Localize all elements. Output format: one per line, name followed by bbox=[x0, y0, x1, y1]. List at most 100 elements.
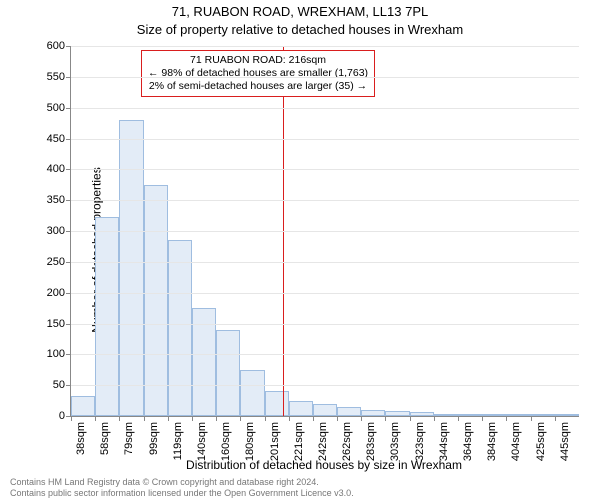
bar bbox=[240, 370, 264, 416]
x-tick bbox=[71, 416, 72, 421]
bar bbox=[313, 404, 337, 416]
x-tick-label: 303sqm bbox=[389, 422, 401, 461]
y-tick bbox=[66, 139, 71, 140]
grid-line bbox=[71, 262, 579, 263]
grid-line bbox=[71, 108, 579, 109]
x-tick-label: 364sqm bbox=[462, 422, 474, 461]
x-tick-label: 201sqm bbox=[269, 422, 281, 461]
x-tick bbox=[313, 416, 314, 421]
annotation-line: 71 RUABON ROAD: 216sqm bbox=[148, 54, 368, 67]
grid-line bbox=[71, 139, 579, 140]
y-tick bbox=[66, 231, 71, 232]
bar bbox=[119, 120, 143, 416]
x-tick bbox=[119, 416, 120, 421]
y-tick-label: 450 bbox=[47, 133, 65, 145]
annotation-box: 71 RUABON ROAD: 216sqm ← 98% of detached… bbox=[141, 50, 375, 97]
x-tick bbox=[216, 416, 217, 421]
y-tick-label: 300 bbox=[47, 225, 65, 237]
x-tick bbox=[506, 416, 507, 421]
bar bbox=[289, 401, 313, 416]
y-tick-label: 500 bbox=[47, 102, 65, 114]
y-tick-label: 0 bbox=[59, 410, 65, 422]
bar bbox=[482, 414, 506, 416]
grid-line bbox=[71, 324, 579, 325]
x-tick bbox=[192, 416, 193, 421]
x-tick-label: 404sqm bbox=[510, 422, 522, 461]
x-tick-label: 344sqm bbox=[438, 422, 450, 461]
y-tick bbox=[66, 169, 71, 170]
grid-line bbox=[71, 354, 579, 355]
x-tick bbox=[531, 416, 532, 421]
x-tick bbox=[361, 416, 362, 421]
y-tick bbox=[66, 46, 71, 47]
x-tick-label: 79sqm bbox=[123, 422, 135, 455]
x-tick bbox=[240, 416, 241, 421]
x-axis-label: Distribution of detached houses by size … bbox=[70, 458, 578, 472]
y-tick bbox=[66, 385, 71, 386]
y-tick-label: 350 bbox=[47, 194, 65, 206]
x-tick-label: 262sqm bbox=[341, 422, 353, 461]
y-tick-label: 400 bbox=[47, 163, 65, 175]
x-tick-label: 99sqm bbox=[148, 422, 160, 455]
y-tick bbox=[66, 354, 71, 355]
y-tick bbox=[66, 262, 71, 263]
x-tick-label: 140sqm bbox=[196, 422, 208, 461]
x-tick-label: 58sqm bbox=[99, 422, 111, 455]
x-tick bbox=[168, 416, 169, 421]
x-tick bbox=[265, 416, 266, 421]
x-tick bbox=[337, 416, 338, 421]
chart-root: 71, RUABON ROAD, WREXHAM, LL13 7PL Size … bbox=[0, 0, 600, 500]
grid-line bbox=[71, 385, 579, 386]
bar bbox=[555, 414, 579, 416]
bar bbox=[385, 411, 409, 416]
x-tick-label: 221sqm bbox=[293, 422, 305, 461]
x-tick bbox=[555, 416, 556, 421]
x-tick-label: 119sqm bbox=[172, 422, 184, 460]
x-tick bbox=[458, 416, 459, 421]
x-tick bbox=[95, 416, 96, 421]
annotation-line: ← 98% of detached houses are smaller (1,… bbox=[148, 67, 368, 80]
y-tick bbox=[66, 77, 71, 78]
bar bbox=[434, 414, 458, 416]
x-tick-label: 242sqm bbox=[317, 422, 329, 461]
y-tick bbox=[66, 108, 71, 109]
y-tick-label: 550 bbox=[47, 71, 65, 83]
bar bbox=[71, 396, 95, 416]
annotation-line: 2% of semi-detached houses are larger (3… bbox=[148, 80, 368, 93]
bar bbox=[265, 391, 289, 416]
x-tick-label: 160sqm bbox=[220, 422, 232, 461]
grid-line bbox=[71, 77, 579, 78]
bar bbox=[410, 412, 434, 416]
bar bbox=[168, 240, 192, 416]
x-tick bbox=[385, 416, 386, 421]
x-tick-label: 384sqm bbox=[486, 422, 498, 461]
x-tick bbox=[434, 416, 435, 421]
bar bbox=[458, 414, 482, 416]
bar bbox=[144, 185, 168, 416]
bar bbox=[361, 410, 385, 416]
bar bbox=[506, 414, 530, 416]
x-tick-label: 445sqm bbox=[559, 422, 571, 461]
grid-line bbox=[71, 46, 579, 47]
y-tick-label: 150 bbox=[47, 318, 65, 330]
x-tick-label: 323sqm bbox=[414, 422, 426, 461]
grid-line bbox=[71, 293, 579, 294]
grid-line bbox=[71, 169, 579, 170]
x-tick-label: 180sqm bbox=[244, 422, 256, 461]
y-tick-label: 600 bbox=[47, 40, 65, 52]
x-tick bbox=[289, 416, 290, 421]
footer-line: Contains public sector information licen… bbox=[10, 488, 354, 498]
bar bbox=[337, 407, 361, 416]
x-tick-label: 38sqm bbox=[75, 422, 87, 455]
x-tick-label: 425sqm bbox=[535, 422, 547, 461]
x-tick bbox=[410, 416, 411, 421]
y-tick bbox=[66, 324, 71, 325]
bar bbox=[95, 217, 119, 416]
footer-attribution: Contains HM Land Registry data © Crown c… bbox=[10, 477, 354, 498]
grid-line bbox=[71, 200, 579, 201]
y-tick bbox=[66, 200, 71, 201]
x-tick-label: 283sqm bbox=[365, 422, 377, 461]
y-tick bbox=[66, 293, 71, 294]
y-tick-label: 50 bbox=[53, 379, 65, 391]
x-tick bbox=[144, 416, 145, 421]
